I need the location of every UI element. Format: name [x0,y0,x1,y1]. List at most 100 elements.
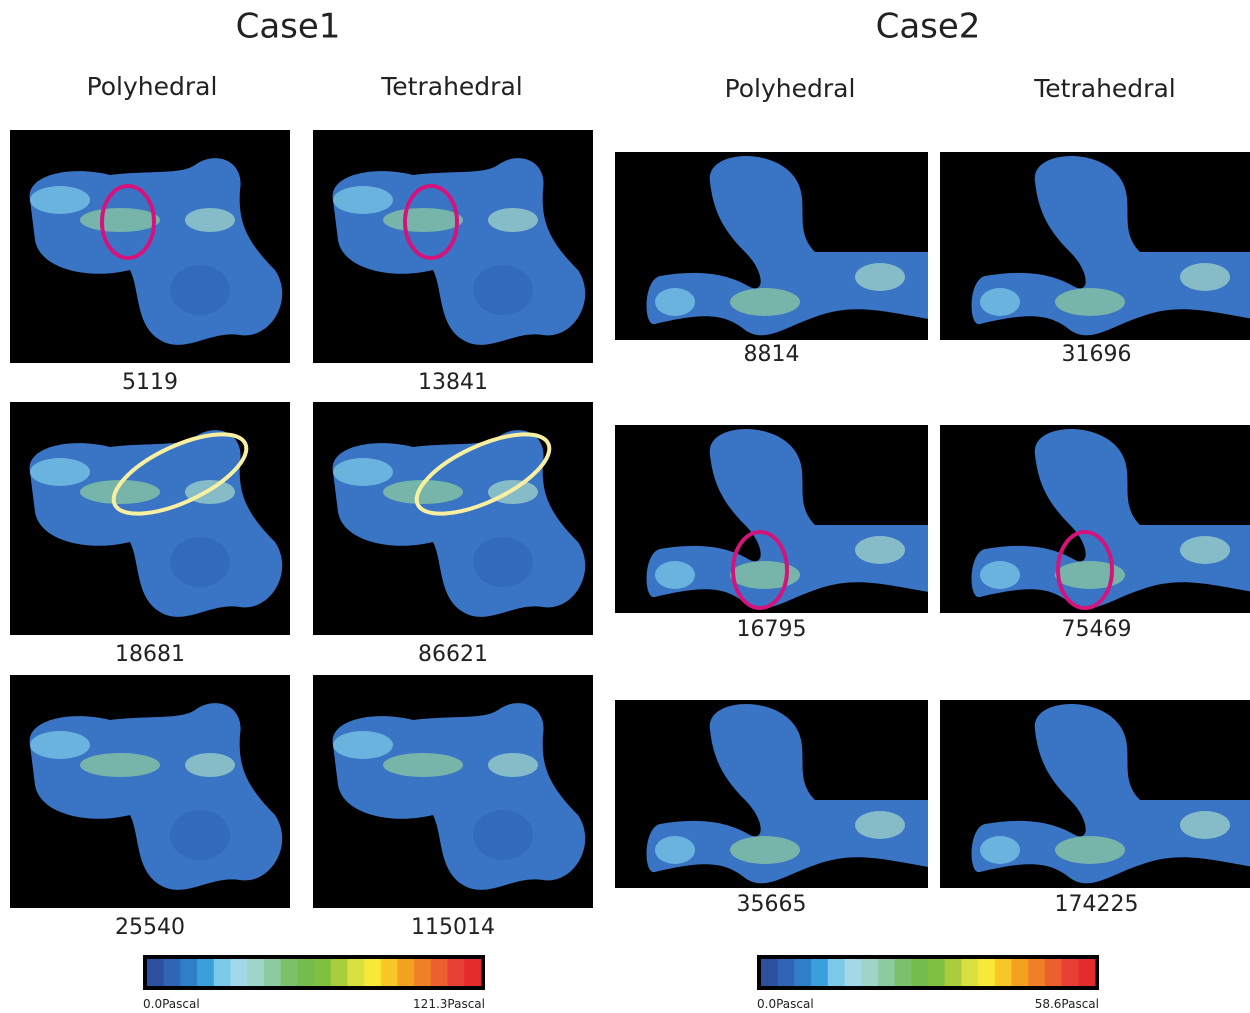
colorbar-swatch [147,959,164,986]
stress-patch [980,561,1020,589]
colorbar-swatch [1045,959,1062,986]
colorbar-swatch [398,959,415,986]
simulation-image [10,130,290,363]
colorbar-swatch [264,959,281,986]
stress-patch [383,208,463,232]
stress-patch [333,186,393,214]
stress-patch [855,811,905,839]
stress-patch [170,810,230,860]
stress-patch [655,836,695,864]
stress-patch [30,731,90,759]
element-count: 13841 [418,370,488,395]
figure: Case1 Case2 Polyhedral Tetrahedral Polyh… [0,0,1250,1013]
column-header: Tetrahedral [380,72,522,101]
colorbar-min-label: 0.0Pascal [143,997,200,1011]
stress-patch [333,458,393,486]
stress-patch [1180,811,1230,839]
colorbar-swatch [247,959,264,986]
stress-patch [655,561,695,589]
colorbar-max-label: 58.6Pascal [1035,997,1099,1011]
element-count: 174225 [1055,892,1139,917]
column-header: Polyhedral [87,72,218,101]
stress-patch [473,265,533,315]
stress-patch [980,836,1020,864]
stress-patch [185,753,235,777]
colorbar-swatch [197,959,214,986]
element-count: 16795 [737,617,807,642]
simulation-image [313,675,593,908]
simulation-image [615,700,935,888]
colorbar-swatch [164,959,181,986]
stress-patch [473,537,533,587]
stress-patch [980,288,1020,316]
element-count: 86621 [418,642,488,667]
stress-patch [1055,561,1125,589]
colorbar-swatch [978,959,995,986]
colorbar-swatch [347,959,364,986]
case-title: Case1 [236,7,341,47]
colorbar-swatch [861,959,878,986]
stress-patch [730,561,800,589]
colorbar-swatch [1028,959,1045,986]
colorbar-swatch [214,959,231,986]
colorbar-swatch [314,959,331,986]
stress-patch [655,288,695,316]
stress-patch [80,753,160,777]
simulation-image [313,130,593,363]
colorbar-swatch [828,959,845,986]
colorbar-swatch [911,959,928,986]
colorbar-min-label: 0.0Pascal [757,997,814,1011]
colorbar-swatch [381,959,398,986]
simulation-image [940,152,1250,340]
stress-patch [333,731,393,759]
colorbar-swatch [995,959,1012,986]
element-count: 31696 [1062,342,1132,367]
colorbar-swatch [961,959,978,986]
colorbar-swatch [464,959,481,986]
colorbar-swatch [364,959,381,986]
colorbar-swatch [431,959,448,986]
colorbar-swatch [231,959,248,986]
column-header: Polyhedral [725,74,856,103]
stress-patch [30,458,90,486]
colorbar-swatch [1078,959,1095,986]
stress-patch [170,265,230,315]
colorbar-swatch [878,959,895,986]
simulation-image [940,425,1250,613]
colorbar-swatch [845,959,862,986]
figure-canvas: Case1 Case2 Polyhedral Tetrahedral Polyh… [0,0,1250,1013]
colorbar-swatch [895,959,912,986]
element-count: 25540 [115,915,185,940]
colorbar-swatch [945,959,962,986]
element-count: 18681 [115,642,185,667]
stress-patch [1180,263,1230,291]
stress-patch [855,263,905,291]
stress-patch [1180,536,1230,564]
colorbar-swatch [180,959,197,986]
stress-patch [30,186,90,214]
colorbar-swatch [331,959,348,986]
stress-patch [473,810,533,860]
stress-patch [1055,288,1125,316]
colorbar-swatch [281,959,298,986]
stress-patch [170,537,230,587]
stress-patch [185,208,235,232]
stress-patch [488,753,538,777]
colorbar-swatch [794,959,811,986]
element-count: 115014 [411,915,495,940]
stress-patch [730,288,800,316]
column-header: Tetrahedral [1033,74,1175,103]
element-count: 35665 [737,892,807,917]
element-count: 5119 [122,370,178,395]
simulation-image [615,425,935,613]
simulation-image [10,675,290,908]
stress-patch [855,536,905,564]
stress-patch [383,753,463,777]
colorbar-swatch [811,959,828,986]
stress-patch [80,208,160,232]
case-title: Case2 [876,7,981,47]
simulation-image [615,152,935,340]
element-count: 8814 [744,342,800,367]
simulation-image [313,402,593,635]
stress-patch [730,836,800,864]
